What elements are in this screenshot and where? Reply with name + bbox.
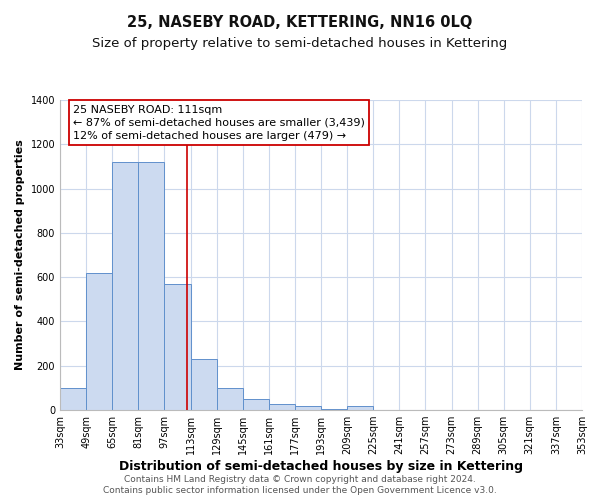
Bar (321, 409, 347, 410)
Bar (164, 284, 191, 410)
Bar (86, 272, 112, 410)
Bar (138, 162, 164, 410)
Bar (60, 388, 86, 410)
Bar (347, 406, 373, 410)
Y-axis label: Number of semi-detached properties: Number of semi-detached properties (15, 140, 25, 370)
Text: Contains HM Land Registry data © Crown copyright and database right 2024.: Contains HM Land Registry data © Crown c… (124, 475, 476, 484)
X-axis label: Distribution of semi-detached houses by size in Kettering: Distribution of semi-detached houses by … (119, 460, 523, 473)
Text: Size of property relative to semi-detached houses in Kettering: Size of property relative to semi-detach… (92, 38, 508, 51)
Text: 25 NASEBY ROAD: 111sqm
← 87% of semi-detached houses are smaller (3,439)
12% of : 25 NASEBY ROAD: 111sqm ← 87% of semi-det… (73, 104, 365, 141)
Bar (112, 162, 138, 410)
Text: 25, NASEBY ROAD, KETTERING, NN16 0LQ: 25, NASEBY ROAD, KETTERING, NN16 0LQ (127, 15, 473, 30)
Bar (269, 404, 295, 410)
Bar (217, 388, 242, 410)
Text: Contains public sector information licensed under the Open Government Licence v3: Contains public sector information licen… (103, 486, 497, 495)
Bar (242, 399, 269, 410)
Bar (191, 359, 217, 410)
Bar (295, 406, 321, 410)
